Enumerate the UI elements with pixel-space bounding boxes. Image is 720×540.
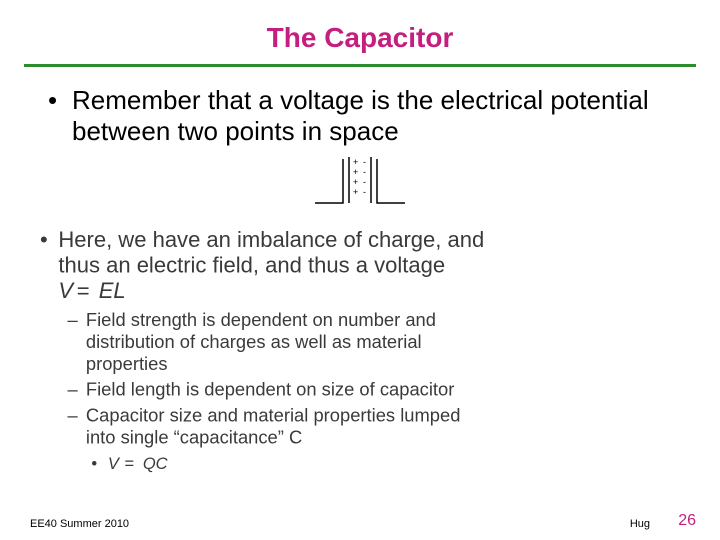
svg-text:•: • xyxy=(40,227,48,252)
svg-text:+: + xyxy=(353,187,358,197)
svg-text:thus an electric field, and th: thus an electric field, and thus a volta… xyxy=(58,253,445,278)
svg-text:–: – xyxy=(68,404,79,425)
svg-text:into single “capacitance” C: into single “capacitance” C xyxy=(86,426,302,447)
svg-text:V: V xyxy=(108,454,121,473)
svg-text:Field length is dependent on s: Field length is dependent on size of cap… xyxy=(86,379,454,400)
footer-page: 26 xyxy=(678,512,696,530)
svg-text:–: – xyxy=(68,379,79,400)
svg-text:Capacitor size and material pr: Capacitor size and material properties l… xyxy=(86,404,461,425)
svg-text:QC: QC xyxy=(143,454,169,473)
svg-text:-: - xyxy=(363,167,366,177)
footer-course: EE40 Summer 2010 xyxy=(30,518,129,530)
main-bullet: Remember that a voltage is the electrica… xyxy=(48,85,672,147)
svg-text:+: + xyxy=(353,157,358,167)
body-text-image: • Here, we have an imbalance of charge, … xyxy=(40,213,600,501)
title-underline xyxy=(24,64,696,67)
svg-text:properties: properties xyxy=(86,353,168,374)
svg-text:-: - xyxy=(363,187,366,197)
svg-text:•: • xyxy=(91,454,97,473)
slide-title: The Capacitor xyxy=(0,0,720,64)
svg-text:+: + xyxy=(353,167,358,177)
svg-text:Field strength is dependent on: Field strength is dependent on number an… xyxy=(86,309,436,330)
svg-text:=: = xyxy=(77,278,90,303)
svg-text:distribution of charges as wel: distribution of charges as well as mater… xyxy=(86,331,422,352)
footer-author: Hug xyxy=(630,518,650,530)
svg-text:=: = xyxy=(124,454,134,473)
svg-text:V: V xyxy=(58,278,75,303)
svg-text:-: - xyxy=(363,177,366,187)
svg-text:Here, we have an imbalance of: Here, we have an imbalance of charge, an… xyxy=(58,227,484,252)
svg-text:+: + xyxy=(353,177,358,187)
svg-text:–: – xyxy=(68,309,79,330)
capacitor-diagram: +- +- +- +- xyxy=(305,153,415,211)
svg-text:-: - xyxy=(363,157,366,167)
svg-text:EL: EL xyxy=(99,278,126,303)
